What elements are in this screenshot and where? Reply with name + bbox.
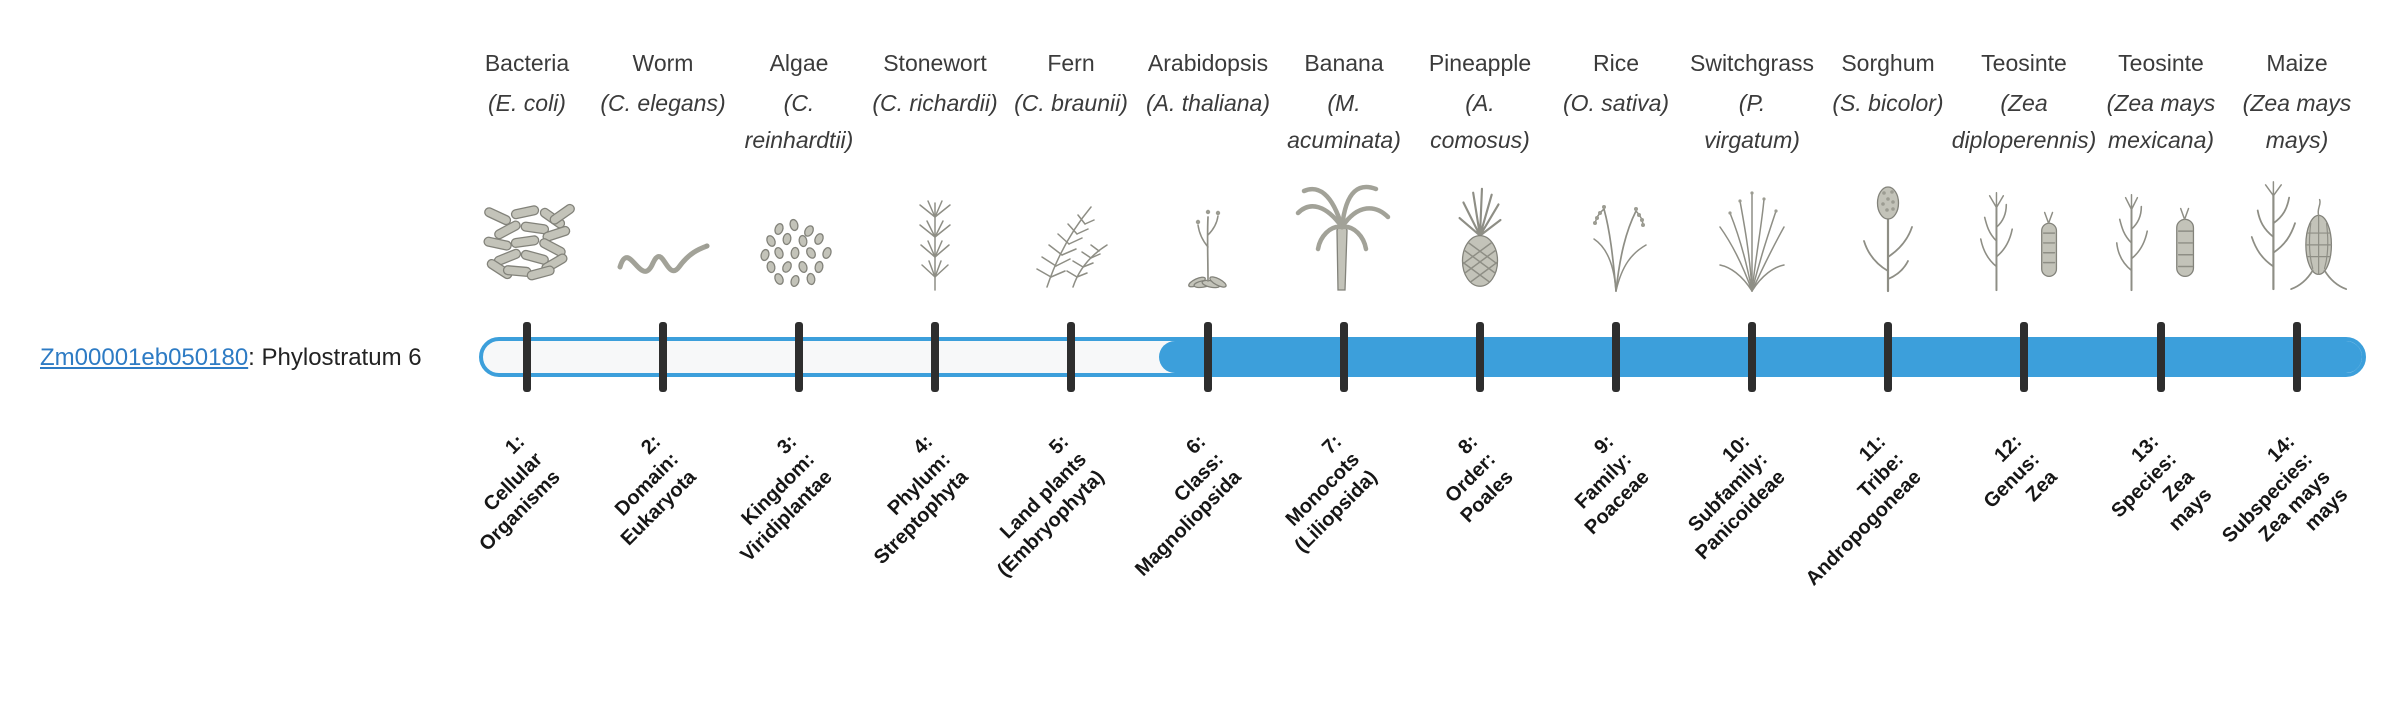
bacteria-icon	[452, 168, 602, 295]
organism-name: Teosinte	[1981, 50, 2067, 76]
teosinte-diploperennis-icon	[1949, 168, 2099, 295]
organism-sci-name: (C. elegans)	[600, 90, 726, 116]
tick-mark	[2020, 322, 2028, 392]
organism-name: Switchgrass	[1690, 50, 1814, 76]
tick-mark	[2157, 322, 2165, 392]
organism-name: Algae	[769, 50, 829, 76]
switchgrass-icon	[1677, 168, 1827, 295]
organism-column: Switchgrass (P. virgatum)	[1677, 48, 1827, 292]
gene-label: Zm00001eb050180: Phylostratum 6	[40, 344, 422, 372]
organism-sci-name: (C. braunii)	[1014, 90, 1128, 116]
organism-sci-name: (C. reinhardtii)	[744, 90, 854, 153]
organism-sci-name: (M. acuminata)	[1287, 90, 1401, 153]
organism-name: Teosinte	[2118, 50, 2204, 76]
phylostratum-bar	[479, 337, 2366, 377]
rice-icon	[1541, 168, 1691, 295]
organism-name: Banana	[1304, 50, 1384, 76]
tick-mark	[1067, 322, 1075, 392]
organism-name: Fern	[1047, 50, 1095, 76]
tick-mark	[523, 322, 531, 392]
organism-column: Pineapple (A. comosus)	[1405, 48, 1555, 287]
pineapple-icon	[1405, 168, 1555, 295]
organism-sci-name: (C. richardii)	[872, 90, 998, 116]
phylostratigraphy-figure: Zm00001eb050180: Phylostratum 6 Bacteria…	[40, 48, 2372, 590]
organism-sci-name: (Zea mays mexicana)	[2106, 90, 2216, 153]
organism-name: Sorghum	[1841, 50, 1935, 76]
tick-mark	[931, 322, 939, 392]
organism-column: Teosinte (Zea mays mexicana)	[2086, 48, 2236, 292]
tick-mark	[1884, 322, 1892, 392]
organism-column: Sorghum (S. bicolor)	[1813, 48, 1963, 293]
maize-icon	[2222, 168, 2372, 295]
organism-column: Teosinte (Zea diploperennis)	[1949, 48, 2099, 292]
organism-column: Rice (O. sativa)	[1541, 48, 1691, 292]
organism-column: Algae (C. reinhardtii)	[724, 48, 874, 288]
algae-icon	[724, 168, 874, 295]
tick-mark	[1340, 322, 1348, 392]
organism-name: Maize	[2266, 50, 2328, 76]
banana-icon	[1269, 168, 1419, 295]
organism-name: Stonewort	[883, 50, 987, 76]
gene-id-link[interactable]: Zm00001eb050180	[40, 344, 249, 371]
organism-sci-name: (A. comosus)	[1430, 90, 1530, 153]
tick-mark	[1204, 322, 1212, 392]
phylostratum-text: : Phylostratum 6	[248, 344, 422, 371]
worm-icon	[588, 168, 738, 295]
fern-icon	[996, 168, 1146, 295]
organism-name: Rice	[1592, 50, 1639, 76]
organism-column: Maize (Zea mays mays)	[2222, 48, 2372, 291]
organism-sci-name: (Zea mays mays)	[2242, 90, 2352, 153]
organism-column: Worm (C. elegans)	[588, 48, 738, 274]
organism-name: Worm	[632, 50, 694, 76]
tick-mark	[1748, 322, 1756, 392]
organism-sci-name: (O. sativa)	[1562, 90, 1670, 116]
tick-mark	[2293, 322, 2301, 392]
organism-sci-name: (Zea diploperennis)	[1951, 90, 2097, 153]
stonewort-icon	[860, 168, 1010, 295]
sorghum-icon	[1813, 168, 1963, 295]
organism-column: Bacteria (E. coli)	[452, 48, 602, 281]
tick-mark	[1476, 322, 1484, 392]
organism-column: Fern (C. braunii)	[996, 48, 1146, 288]
teosinte-mexicana-icon	[2086, 168, 2236, 295]
organism-name: Pineapple	[1428, 50, 1532, 76]
tick-mark	[795, 322, 803, 392]
organism-column: Stonewort (C. richardii)	[860, 48, 1010, 291]
organism-name: Arabidopsis	[1147, 50, 1269, 76]
tick-mark	[1612, 322, 1620, 392]
organism-sci-name: (P. virgatum)	[1704, 90, 1800, 153]
organism-sci-name: (E. coli)	[488, 90, 566, 116]
organism-column: Banana (M. acuminata)	[1269, 48, 1419, 291]
organism-sci-name: (A. thaliana)	[1145, 90, 1270, 116]
organism-column: Arabidopsis (A. thaliana)	[1133, 48, 1283, 289]
tick-mark	[659, 322, 667, 392]
arabidopsis-icon	[1133, 168, 1283, 295]
organism-name: Bacteria	[484, 50, 570, 76]
organism-sci-name: (S. bicolor)	[1832, 90, 1944, 116]
